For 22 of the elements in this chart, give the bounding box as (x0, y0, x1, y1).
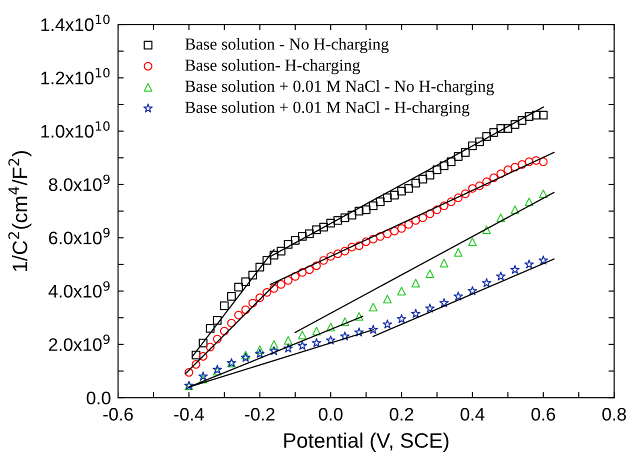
y-tick-label: 2.0x10$^{9}$ (49, 334, 110, 351)
y-tick-label: 1.4x10$^{10}$ (41, 14, 110, 32)
y-tick-label: 6.0x10$^{9}$ (49, 228, 110, 244)
y-tick-label: 1.0x10$^{10}$ (41, 121, 110, 138)
y-tick-label: 4.0x10$^{9}$ (48, 281, 110, 298)
legend-label: Base solution - No H-charging (185, 38, 389, 54)
x-axis-title: Potential (V, SCE) (284, 432, 448, 452)
y-tick-label: 8.0x10$^{9}$ (48, 174, 110, 192)
x-tick-label: 0.8 (602, 408, 626, 421)
y-axis-title: 1/C$^{2}$(cm$^{4}$/F$^{2}$) (8, 151, 32, 271)
x-tick-label: 0.2 (390, 408, 414, 421)
y-tick-label: 1.2x10$^{10}$ (41, 68, 110, 84)
x-tick-label: 0.0 (318, 408, 343, 421)
x-tick-label: -0.4 (174, 408, 204, 421)
x-tick-label: 0.6 (531, 408, 556, 421)
x-tick-label: 0.4 (460, 408, 484, 421)
y-tick-label: 0.0 (86, 392, 110, 404)
legend-label: Base solution- H-charging (185, 59, 360, 74)
legend-label: Base solution + 0.01 M NaCl - H-charging (185, 101, 470, 116)
legend-label: Base solution + 0.01 M NaCl - No H-charging (185, 80, 494, 96)
x-tick-label: -0.6 (103, 408, 133, 421)
x-tick-label: -0.2 (245, 408, 274, 421)
